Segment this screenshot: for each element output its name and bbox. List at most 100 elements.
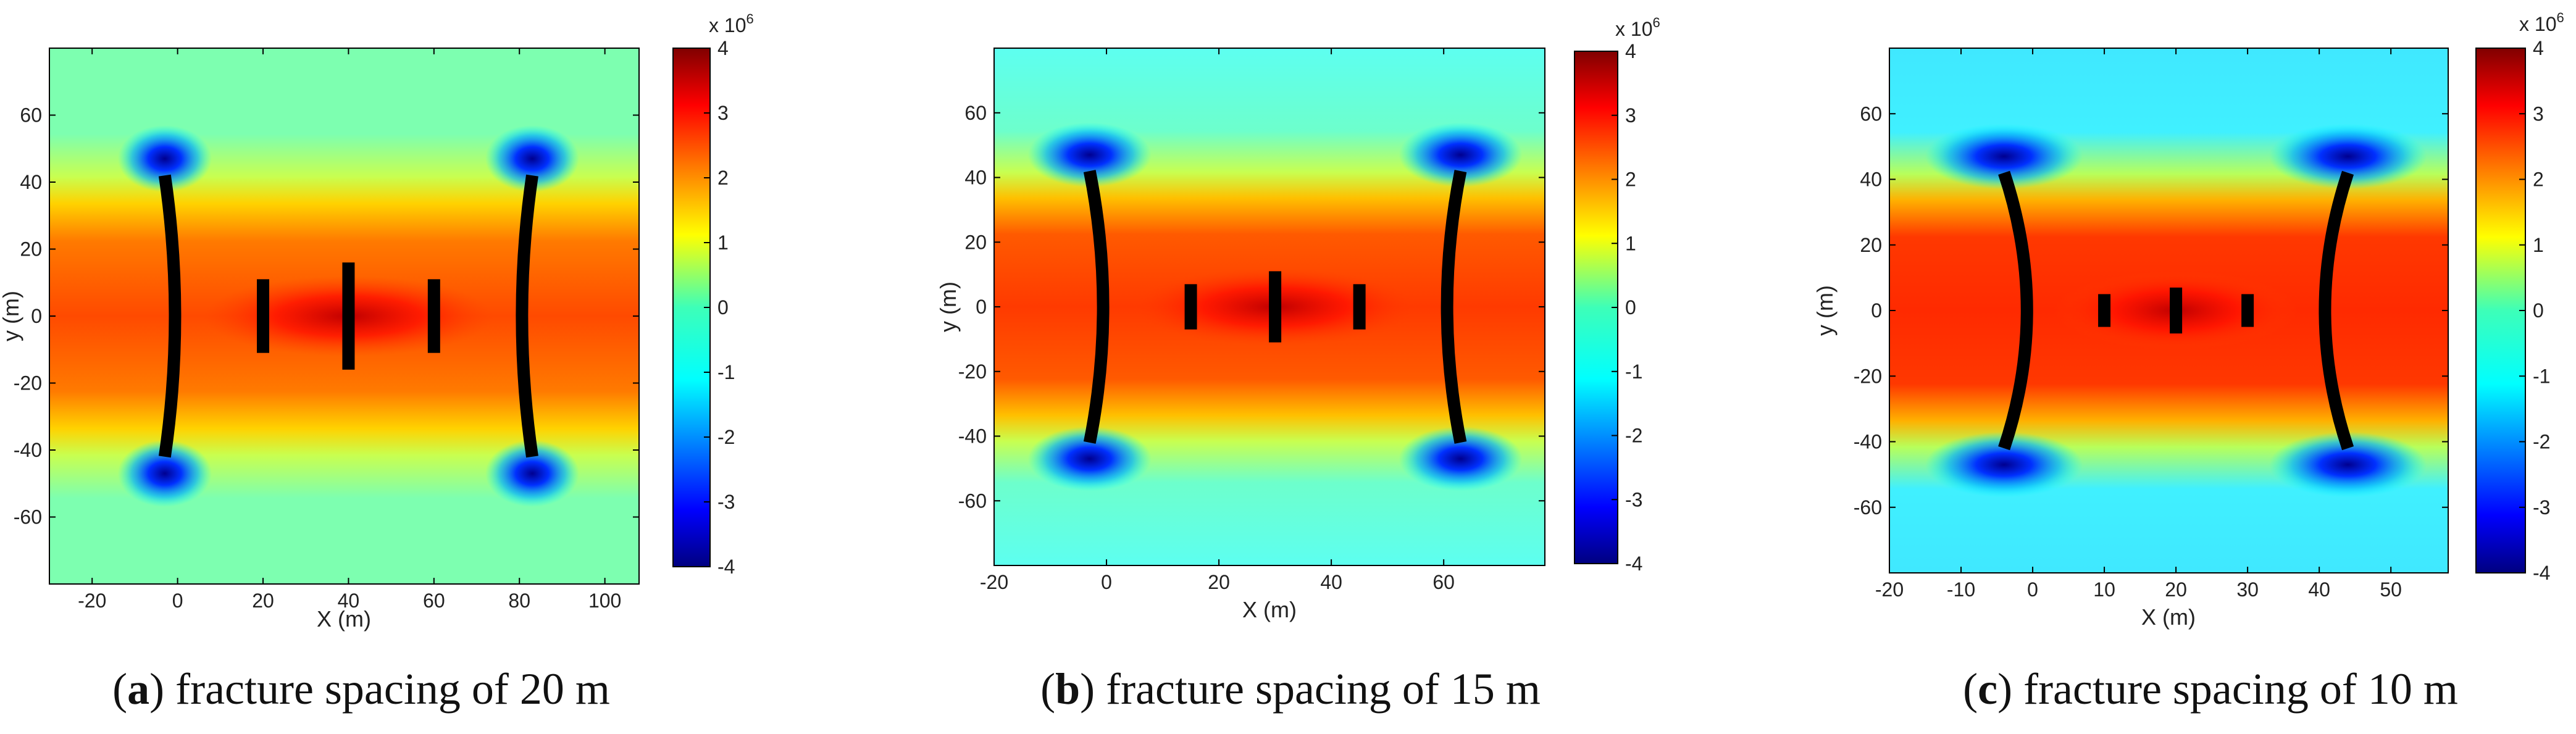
colorbar-tick-label: 1 xyxy=(2533,234,2544,256)
y-tick-label: -40 xyxy=(14,439,42,461)
plot-area-b xyxy=(994,48,1545,565)
plot-area-a xyxy=(49,48,639,584)
y-tick-label: -40 xyxy=(958,425,987,448)
colorbar-tick-label: 4 xyxy=(2533,37,2544,59)
colorbar-tick-label: 2 xyxy=(717,167,729,189)
tensile-lobe-c-1-bottom xyxy=(2269,432,2427,498)
y-tick-label: 60 xyxy=(964,102,987,124)
colorbar-exponent-b: x 106 xyxy=(1615,15,1660,40)
inner-fracture-b-2 xyxy=(1353,284,1366,330)
tensile-lobe-a-1-bottom xyxy=(485,440,580,507)
colorbar-exponent-a: x 106 xyxy=(709,11,754,36)
x-tick-label: -20 xyxy=(1875,578,1904,601)
x-tick-label: 40 xyxy=(338,590,360,612)
colorbar-tick-label: -1 xyxy=(2533,365,2550,387)
x-tick-label: -20 xyxy=(78,590,106,612)
colorbar-tick-label: 0 xyxy=(2533,299,2544,322)
x-tick-label: 100 xyxy=(588,590,621,612)
tensile-lobe-b-1-top xyxy=(1399,122,1523,188)
y-axis-label-b: y (m) xyxy=(935,282,961,332)
colorbar-a: 4 3 2 1 0 -1 -2 -3 -4 x 106 xyxy=(672,11,754,578)
tensile-lobe-b-1-bottom xyxy=(1399,426,1523,491)
x-tick-label: 40 xyxy=(1320,571,1342,593)
inner-fracture-a-0 xyxy=(257,279,270,353)
outer-fracture-c-0 xyxy=(1998,170,2033,451)
colorbar-b: 4 3 2 1 0 -1 -2 -3 -4 x 106 xyxy=(1574,15,1660,575)
colorbar-tick-label: -2 xyxy=(2533,431,2550,453)
y-tick-label: -20 xyxy=(14,372,42,394)
y-tick-label: 20 xyxy=(20,238,42,261)
inner-fracture-b-0 xyxy=(1184,284,1197,330)
x-tick-label: 60 xyxy=(1432,571,1455,593)
y-tick-label: 40 xyxy=(964,167,987,189)
y-tick-label: 60 xyxy=(1860,102,1882,125)
x-tick-label: -10 xyxy=(1947,578,1975,601)
colorbar-tick-label: 0 xyxy=(717,296,729,319)
colorbar-gradient-c xyxy=(2475,48,2526,573)
outer-fracture-b-0 xyxy=(1083,170,1110,444)
colorbar-tick-label: 3 xyxy=(717,102,729,124)
colorbar-tick-label: -2 xyxy=(717,426,735,448)
x-tick-label: 10 xyxy=(2093,578,2115,601)
y-axis-label-a: y (m) xyxy=(0,291,23,341)
x-tick-label: 0 xyxy=(172,590,183,612)
colorbar-tick-label: 3 xyxy=(1625,104,1636,127)
colorbar-ticks-c: 4 3 2 1 0 -1 -2 -3 -4 xyxy=(2519,37,2550,584)
x-ticks-c: -20 -10 0 10 20 30 40 50 xyxy=(1875,48,2402,601)
colorbar-tick-label: 1 xyxy=(717,231,729,254)
colorbar-tick-label: -3 xyxy=(2533,496,2550,519)
outer-fracture-b-1 xyxy=(1441,170,1467,444)
x-tick-label: 40 xyxy=(2308,578,2330,601)
tensile-lobe-c-1-top xyxy=(2269,123,2427,190)
colorbar-tick-label: -4 xyxy=(2533,562,2550,584)
y-tick-label: -20 xyxy=(958,361,987,383)
inner-fracture-c-1 xyxy=(2170,287,2183,334)
y-tick-label: 0 xyxy=(31,305,42,327)
colorbar-tick-label: 3 xyxy=(2533,102,2544,125)
x-axis-label-c: X (m) xyxy=(2141,604,2196,630)
colorbar-tick-label: -4 xyxy=(1625,553,1642,575)
colorbar-exponent-c: x 106 xyxy=(2519,10,2564,35)
plot-area-c xyxy=(1889,48,2448,573)
x-tick-label: 20 xyxy=(1208,571,1230,593)
caption-a: (a) fracture spacing of 20 m xyxy=(112,664,610,714)
inner-fracture-c-2 xyxy=(2241,294,2254,327)
colorbar-tick-label: 1 xyxy=(1625,232,1636,254)
caption-c: (c) fracture spacing of 10 m xyxy=(1963,664,2458,714)
inner-fracture-b-1 xyxy=(1269,271,1282,343)
y-ticks-a: 60 40 20 0 -20 -40 -60 xyxy=(14,104,639,528)
x-tick-label: 80 xyxy=(508,590,530,612)
x-tick-label: 50 xyxy=(2380,578,2402,601)
x-tick-label: 30 xyxy=(2236,578,2259,601)
y-tick-label: 60 xyxy=(20,104,42,127)
y-tick-label: 20 xyxy=(964,231,987,253)
x-axis-label-b: X (m) xyxy=(1242,597,1297,622)
tensile-lobe-a-0-bottom xyxy=(117,440,212,507)
x-tick-label: 0 xyxy=(1101,571,1112,593)
colorbar-tick-label: -3 xyxy=(1625,488,1642,511)
colorbar-tick-label: -3 xyxy=(717,491,735,513)
tensile-lobe-a-1-top xyxy=(485,125,580,193)
inner-fracture-c-0 xyxy=(2098,294,2111,327)
colorbar-tick-label: 4 xyxy=(1625,40,1636,62)
colorbar-tick-label: -2 xyxy=(1625,425,1642,447)
y-tick-label: 0 xyxy=(1871,299,1882,322)
x-tick-label: -20 xyxy=(980,571,1008,593)
y-tick-label: -60 xyxy=(14,506,42,528)
x-tick-label: 0 xyxy=(2027,578,2038,601)
x-tick-label: 60 xyxy=(423,590,445,612)
colorbar-ticks-a: 4 3 2 1 0 -1 -2 -3 -4 xyxy=(704,37,735,578)
x-ticks-a: -20 0 20 40 60 80 100 xyxy=(78,48,621,612)
inner-fracture-a-1 xyxy=(342,262,355,370)
y-ticks-c: 60 40 20 0 -20 -40 -60 xyxy=(1854,102,2448,519)
colorbar-tick-label: 4 xyxy=(717,37,729,59)
colorbar-tick-label: 2 xyxy=(1625,169,1636,191)
outer-fracture-a-1 xyxy=(516,174,538,458)
x-ticks-b: -20 0 20 40 60 xyxy=(980,48,1455,593)
y-tick-label: 40 xyxy=(20,171,42,193)
x-axis-label-a: X (m) xyxy=(317,606,371,632)
colorbar-ticks-b: 4 3 2 1 0 -1 -2 -3 -4 xyxy=(1612,40,1642,575)
x-tick-label: 20 xyxy=(252,590,274,612)
